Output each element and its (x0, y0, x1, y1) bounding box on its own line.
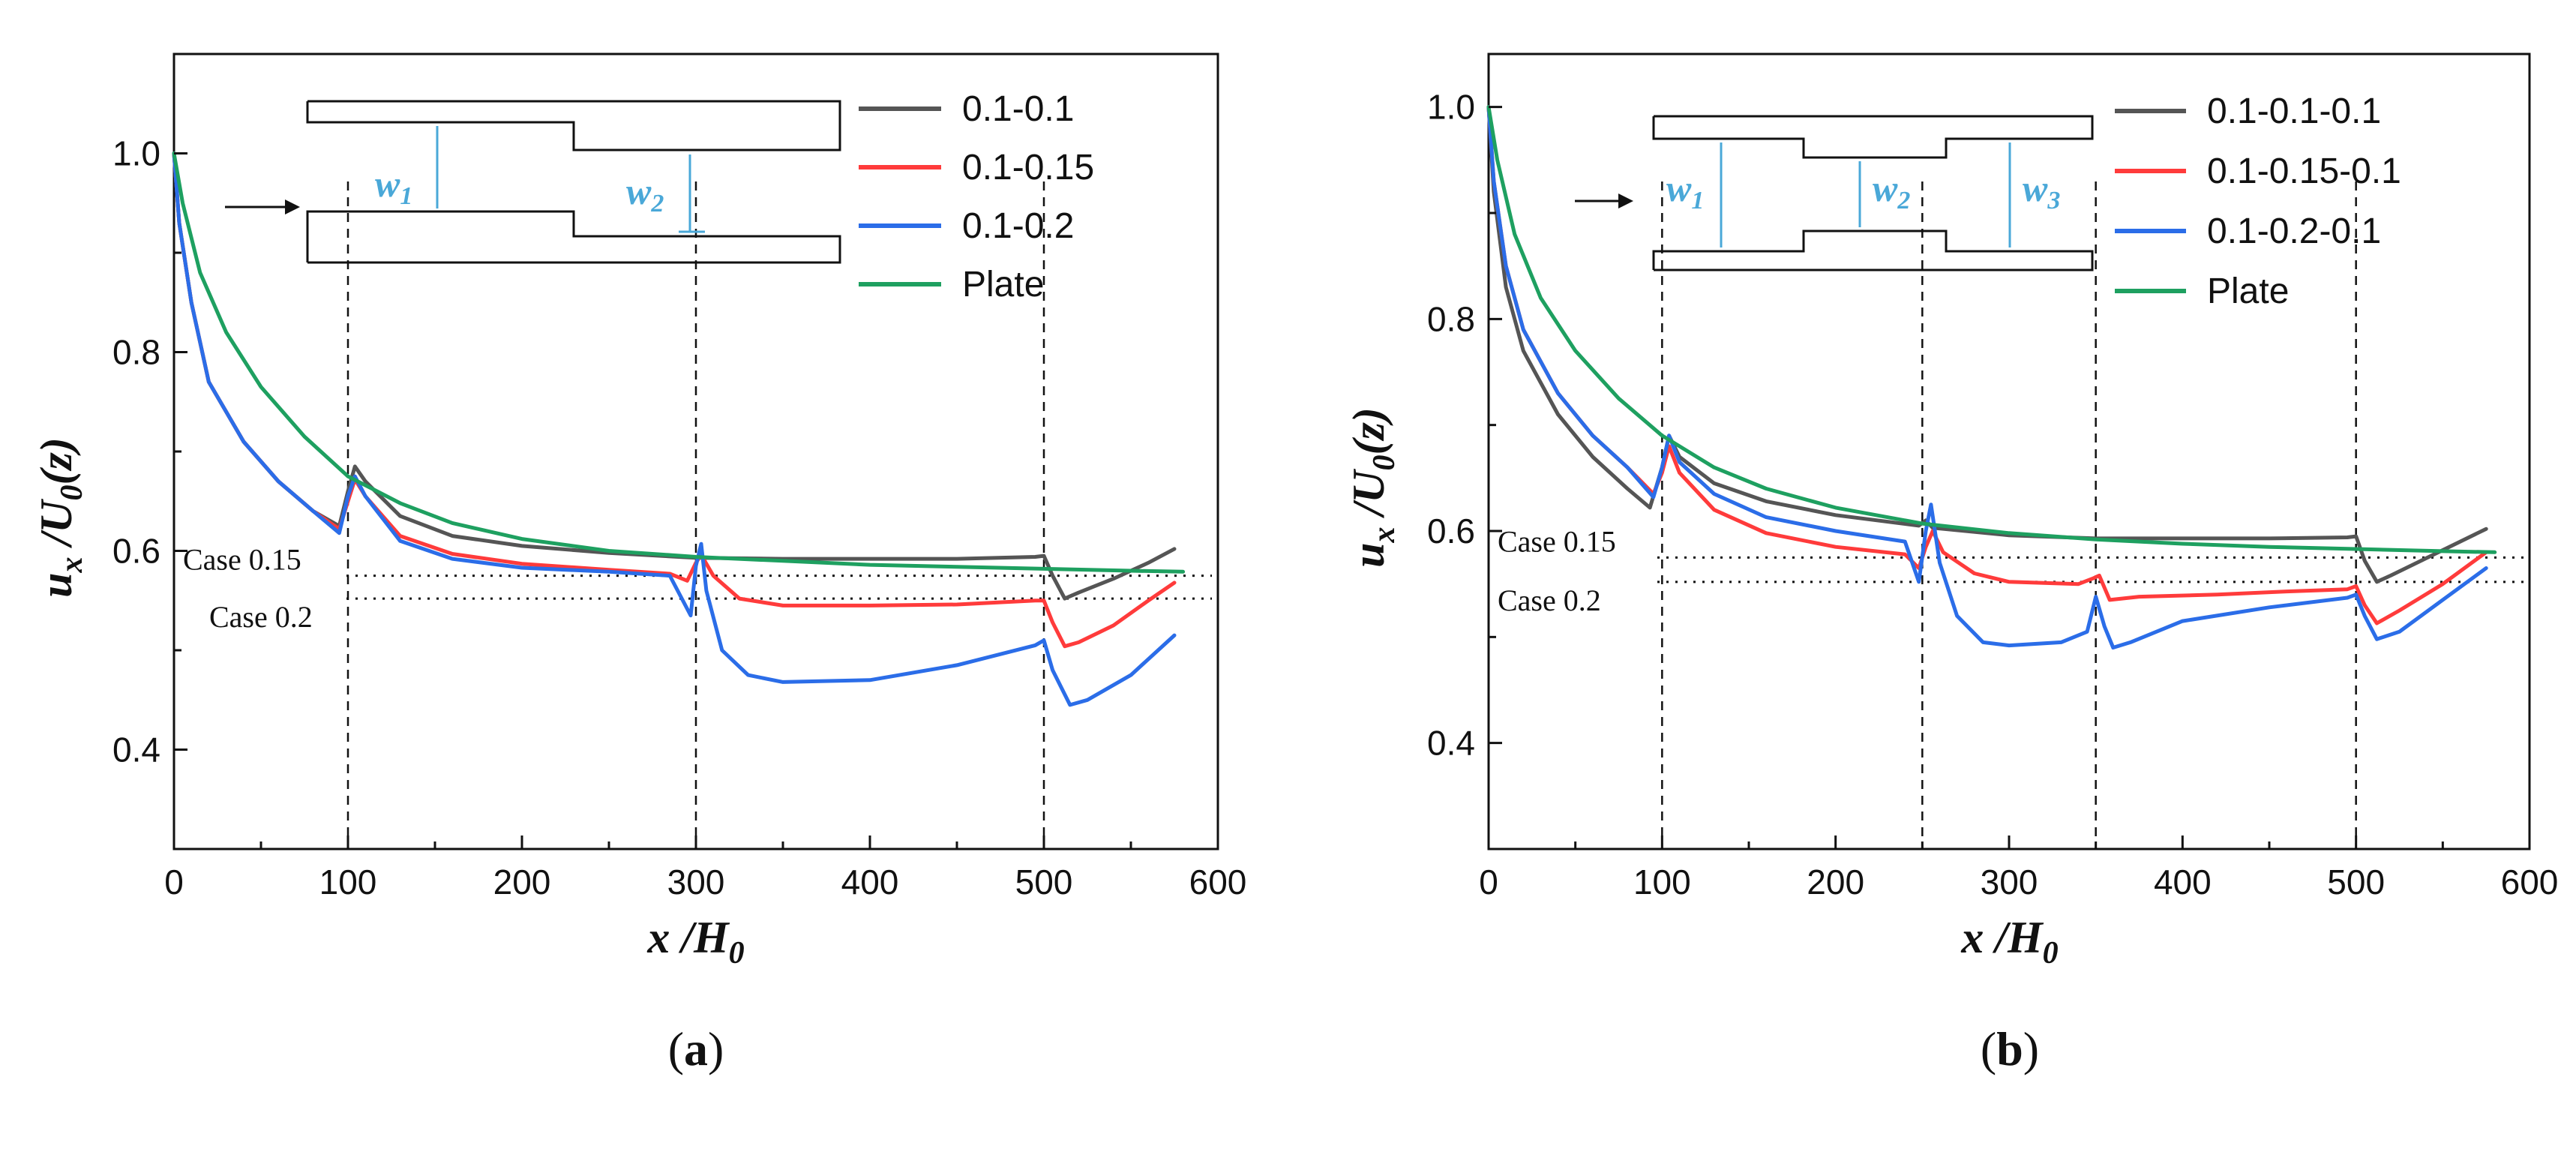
inset-a-top-wall (306, 100, 841, 152)
x-tick-label: 600 (2501, 862, 2559, 902)
legend-label: 0.1-0.2-0.1 (2207, 212, 2381, 251)
inset-a-bottom-wall (306, 210, 841, 264)
panel-a-series (172, 152, 1186, 707)
inset-a-w1-label: w1 (375, 163, 412, 210)
inset-b-w2-label: w2 (1873, 167, 1910, 214)
panel-b-ylabel: ux /U0(z) (1344, 407, 1402, 568)
x-tick-label: 200 (493, 862, 551, 902)
legend-label: Plate (2207, 272, 2289, 311)
legend-label: 0.1-0.1-0.1 (2207, 92, 2381, 131)
panel-a-caption: (a) (668, 1022, 724, 1076)
inset-b-bottom-wall (1652, 230, 2094, 272)
x-tick-label: 100 (1633, 862, 1691, 902)
inset-a-w2-label: w2 (626, 170, 664, 218)
x-tick-label: 400 (2154, 862, 2212, 902)
panel-b-caption: (b) (1981, 1022, 2039, 1076)
y-tick-label: 0.6 (112, 532, 160, 571)
panel-a: Case 0.15 Case 0.2 0 100 200 300 400 500 600 0.4… (31, 52, 1246, 1076)
y-tick-label: 0.4 (1427, 724, 1475, 763)
x-tick-label: 0 (1479, 862, 1498, 902)
panel-b: Case 0.15 Case 0.2 0 100 200 300 400 500 600 0.4… (1344, 52, 2558, 1076)
x-tick-label: 500 (1015, 862, 1073, 902)
y-tick-label: 0.8 (112, 333, 160, 372)
series-line-Plate (172, 152, 1186, 574)
hline-label-case-02: Case 0.2 (209, 600, 313, 634)
panel-a-ticks: 0 100 200 300 400 500 600 0.4 0.6 0.8 1.0 (112, 134, 1246, 902)
legend-label: Plate (962, 265, 1044, 304)
x-tick-label: 300 (1981, 862, 2038, 902)
panel-b-legend: 0.1-0.1-0.1 0.1-0.15-0.1 0.1-0.2-0.1 Plate (2115, 92, 2401, 311)
inset-a-arrow-head (285, 200, 300, 214)
legend-label: 0.1-0.2 (962, 206, 1074, 246)
hline-label-case-02: Case 0.2 (1498, 584, 1601, 617)
inset-b-arrow-head (1618, 194, 1633, 208)
inset-b-w3-label: w3 (2023, 167, 2060, 214)
y-tick-label: 0.6 (1427, 512, 1475, 550)
x-tick-label: 500 (2327, 862, 2385, 902)
series-line-0-1-0-2 (172, 152, 1177, 707)
panel-b-reference-lines: Case 0.15 Case 0.2 (1498, 182, 2524, 849)
legend-label: 0.1-0.15 (962, 148, 1094, 188)
y-tick-label: 0.4 (112, 730, 160, 770)
y-tick-label: 0.8 (1427, 299, 1475, 338)
x-tick-label: 200 (1807, 862, 1864, 902)
hline-label-case-015: Case 0.15 (183, 543, 301, 577)
panel-b-series (1486, 105, 2497, 650)
y-tick-label: 1.0 (1427, 88, 1475, 127)
panel-b-inset-channel (1575, 115, 2094, 272)
series-line-0-1-0-2-0-1 (1486, 105, 2488, 650)
panel-b-ticks: 0 100 200 300 400 500 600 0.4 0.6 0.8 1.0 (1427, 88, 2558, 902)
x-tick-label: 0 (164, 862, 184, 902)
panel-b-xlabel: x /H0 (1960, 913, 2058, 970)
panel-a-legend: 0.1-0.1 0.1-0.15 0.1-0.2 Plate (859, 89, 1094, 304)
panel-a-inset-channel (225, 100, 841, 264)
inset-b-w1-label: w1 (1666, 167, 1704, 214)
series-line-Plate (1486, 105, 2497, 554)
y-tick-label: 1.0 (112, 134, 160, 173)
panel-a-ylabel: ux /U0(z) (31, 437, 89, 598)
legend-label: 0.1-0.15-0.1 (2207, 152, 2401, 191)
panel-a-xlabel: x /H0 (646, 913, 744, 970)
hline-label-case-015: Case 0.15 (1498, 524, 1616, 558)
panel-a-reference-lines: Case 0.15 Case 0.2 (183, 182, 1212, 849)
x-tick-label: 300 (667, 862, 725, 902)
x-tick-label: 400 (841, 862, 899, 902)
x-tick-label: 600 (1189, 862, 1247, 902)
inset-b-top-wall (1652, 115, 2094, 159)
x-tick-label: 100 (319, 862, 377, 902)
legend-label: 0.1-0.1 (962, 89, 1074, 129)
